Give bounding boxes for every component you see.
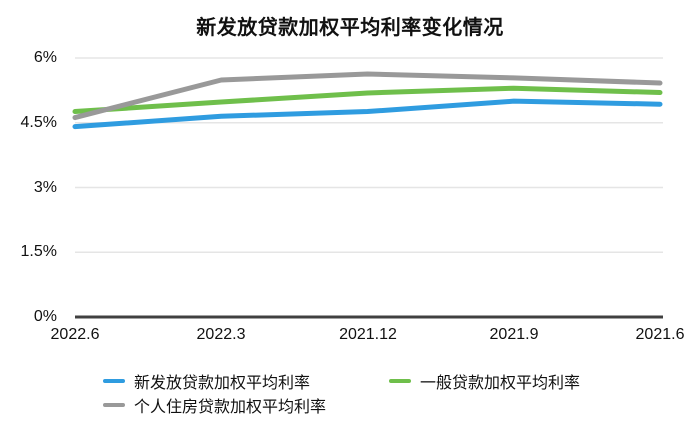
y-axis-tick-label: 3% bbox=[33, 179, 57, 196]
legend-swatch-icon bbox=[103, 402, 125, 408]
legend-item-housing-loan-rate: 个人住房贷款加权平均利率 bbox=[103, 395, 327, 416]
legend-label: 新发放贷款加权平均利率 bbox=[134, 375, 311, 392]
x-axis-tick-label: 2022.6 bbox=[50, 326, 100, 343]
chart-title: 新发放贷款加权平均利率变化情况 bbox=[196, 17, 504, 39]
series-line bbox=[72, 71, 663, 121]
x-axis-tick-label: 2021.6 bbox=[635, 326, 685, 343]
legend-item-new-loan-rate: 新发放贷款加权平均利率 bbox=[103, 371, 311, 392]
y-axis-tick-label: 4.5% bbox=[20, 114, 57, 131]
legend-item-general-loan-rate: 一般贷款加权平均利率 bbox=[389, 371, 581, 392]
x-axis-tick-label: 2021.9 bbox=[489, 326, 539, 343]
y-axis-tick-label: 6% bbox=[33, 49, 57, 66]
x-axis-tick-label: 2021.12 bbox=[339, 326, 397, 343]
y-axis-tick-label: 0% bbox=[33, 308, 57, 325]
legend-label: 个人住房贷款加权平均利率 bbox=[134, 399, 327, 416]
x-axis-tick-label: 2022.3 bbox=[196, 326, 246, 343]
series-line bbox=[72, 85, 663, 115]
y-axis-tick-label: 1.5% bbox=[20, 243, 57, 260]
legend-swatch-icon bbox=[103, 378, 125, 384]
line-chart bbox=[72, 57, 663, 319]
legend-swatch-icon bbox=[389, 378, 411, 384]
legend-label: 一般贷款加权平均利率 bbox=[420, 375, 581, 392]
series-line bbox=[72, 98, 663, 130]
